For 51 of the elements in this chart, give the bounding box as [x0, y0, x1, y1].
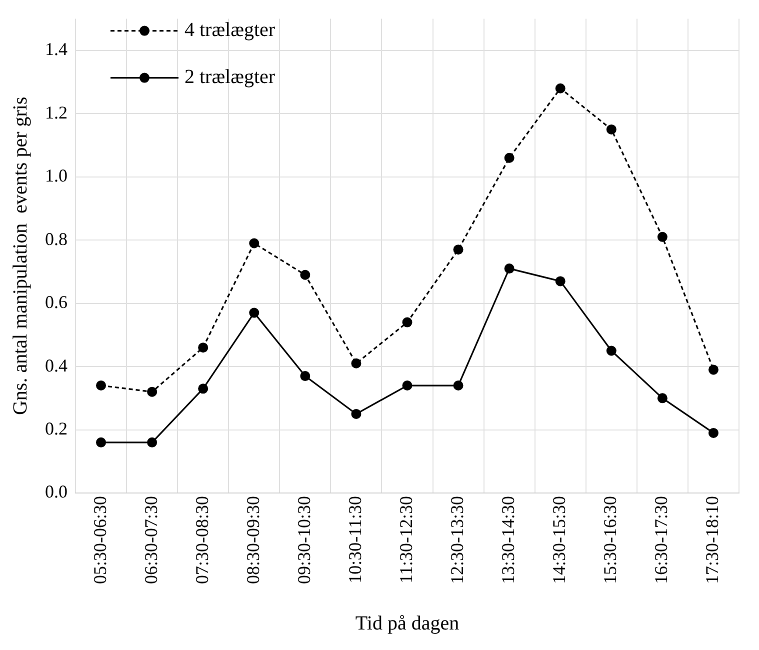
point: [198, 384, 208, 394]
x-tick-label: 09:30-10:30: [294, 496, 314, 584]
point: [249, 238, 260, 248]
x-tick-label: 05:30-06:30: [90, 496, 110, 584]
x-tick-label: 16:30-17:30: [651, 496, 672, 584]
point: [96, 380, 106, 391]
x-tick-label: 08:30-09:30: [242, 496, 263, 584]
point: [555, 276, 566, 286]
point: [657, 232, 668, 242]
point: [402, 380, 412, 391]
x-tick-label: 14:30-15:30: [549, 496, 570, 584]
x-tick-label: 07:30-08:30: [192, 496, 212, 584]
y-tick-label: 1.4: [45, 39, 68, 60]
point: [300, 270, 310, 280]
y-tick-label: 1.2: [45, 102, 68, 122]
point: [351, 408, 362, 419]
point: [351, 358, 362, 368]
point: [96, 437, 106, 448]
x-tick-label: 12:30-13:30: [447, 496, 468, 584]
point: [504, 264, 514, 274]
point: [606, 346, 616, 356]
x-axis-title: Tid på dagen: [355, 612, 460, 634]
point: [504, 152, 514, 163]
y-tick-label: 0.4: [45, 355, 68, 376]
point: [555, 83, 566, 94]
y-tick-label: 0.0: [45, 482, 68, 502]
point: [453, 380, 464, 391]
y-tick-label: 0.2: [45, 418, 68, 439]
legend-label: 2 trælægter: [184, 66, 276, 88]
x-tick-label: 06:30-07:30: [140, 496, 161, 584]
point: [657, 393, 668, 404]
point: [300, 371, 310, 382]
x-tick-label: 15:30-16:30: [600, 496, 620, 584]
y-axis-title: Gns. antal manipulation events per gris: [9, 96, 32, 416]
y-tick-label: 0.8: [45, 228, 68, 249]
point: [402, 317, 412, 328]
x-tick-label: 17:30-18:10: [702, 496, 722, 584]
point: [198, 342, 208, 353]
x-tick-label: 11:30-12:30: [396, 496, 416, 584]
y-tick-label: 0.6: [45, 292, 68, 312]
point: [249, 308, 260, 318]
point: [453, 244, 464, 255]
point: [147, 437, 158, 448]
x-tick-label: 13:30-14:30: [498, 496, 518, 584]
point: [708, 428, 718, 438]
point: [708, 364, 718, 375]
point: [606, 124, 616, 134]
legend-label: 4 trælægter: [184, 19, 276, 42]
y-tick-label: 1.0: [45, 166, 68, 186]
x-tick-label: 10:30-11:30: [344, 496, 365, 584]
point: [147, 386, 158, 397]
